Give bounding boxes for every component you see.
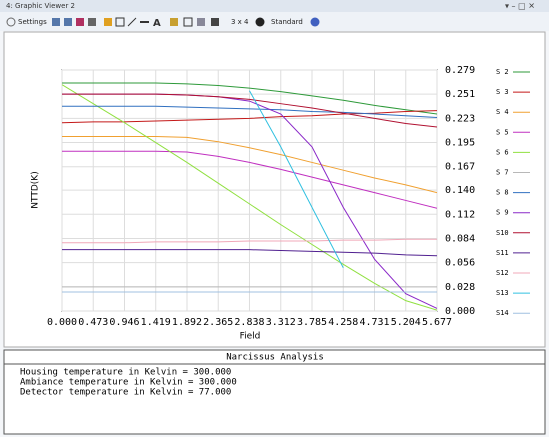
x-tick-label: 1.419	[141, 317, 171, 328]
legend-label: S12	[496, 269, 509, 277]
x-axis-label: Field	[240, 332, 261, 342]
legend-label: S10	[496, 229, 509, 237]
series-line	[62, 238, 437, 244]
panel-title: Narcissus Analysis	[226, 353, 324, 363]
legend-label: S13	[496, 289, 509, 297]
x-tick-label: 0.000	[47, 317, 77, 328]
settings-button[interactable]: Settings	[18, 18, 47, 26]
legend-label: S 3	[496, 88, 509, 96]
legend-label: S 9	[496, 209, 509, 217]
x-tick-label: 4.258	[328, 317, 358, 328]
panel-line: Detector temperature in Kelvin = 77.000	[20, 388, 231, 398]
x-tick-label: 0.473	[78, 317, 108, 328]
series-line	[62, 150, 437, 209]
panel-line: Housing temperature in Kelvin = 300.000	[20, 368, 231, 378]
series-line	[62, 105, 437, 119]
legend-label: S 7	[496, 169, 509, 177]
window-controls[interactable]: ▾ – □ ✕	[505, 2, 535, 11]
x-tick-label: 3.312	[266, 317, 296, 328]
plot-lines	[62, 82, 437, 311]
legend-label: S 2	[496, 68, 509, 76]
y-tick-label: 0.000	[445, 306, 475, 317]
legend-label: S14	[496, 309, 509, 317]
x-tick-label: 1.892	[172, 317, 202, 328]
settings-icon[interactable]	[6, 17, 16, 27]
series-line	[62, 82, 437, 115]
x-tick-label: 2.838	[234, 317, 264, 328]
legend-label: S11	[496, 249, 509, 257]
y-tick-label: 0.195	[445, 138, 475, 149]
series-line	[62, 93, 437, 128]
title-bar	[0, 0, 549, 12]
y-tick-label: 0.112	[445, 209, 475, 220]
x-tick-label: 5.204	[391, 317, 421, 328]
y-tick-label: 0.056	[445, 258, 475, 269]
legend-label: S 5	[496, 128, 509, 136]
toolbar-icons[interactable]: A	[52, 17, 320, 30]
style-dropdown[interactable]: Standard	[271, 18, 303, 26]
x-tick-label: 4.731	[359, 317, 389, 328]
y-tick-label: 0.223	[445, 113, 475, 124]
y-tick-label: 0.140	[445, 185, 475, 196]
y-tick-label: 0.251	[445, 89, 475, 100]
layout-dropdown[interactable]: 3 x 4	[231, 18, 249, 26]
series-line	[249, 90, 344, 269]
y-tick-label: 0.084	[445, 233, 475, 244]
series-line	[62, 110, 437, 124]
series-line	[62, 249, 437, 257]
x-tick-label: 3.785	[297, 317, 327, 328]
series-line	[62, 136, 437, 194]
legend-label: S 6	[496, 148, 509, 156]
y-axis-label: NTTD(K)	[31, 171, 41, 208]
toolbar	[0, 12, 549, 31]
window-title: 4: Graphic Viewer 2	[6, 2, 75, 10]
svg-text:A: A	[153, 18, 161, 29]
x-tick-label: 2.365	[203, 317, 233, 328]
legend-label: S 4	[496, 108, 509, 116]
x-tick-label: 0.946	[109, 317, 139, 328]
x-tick-label: 5.677	[422, 317, 452, 328]
legend-label: S 8	[496, 189, 509, 197]
y-tick-label: 0.279	[445, 65, 475, 76]
series-line	[62, 84, 437, 311]
y-tick-label: 0.167	[445, 162, 475, 173]
panel-line: Ambiance temperature in Kelvin = 300.000	[20, 378, 237, 388]
y-tick-label: 0.028	[445, 282, 475, 293]
